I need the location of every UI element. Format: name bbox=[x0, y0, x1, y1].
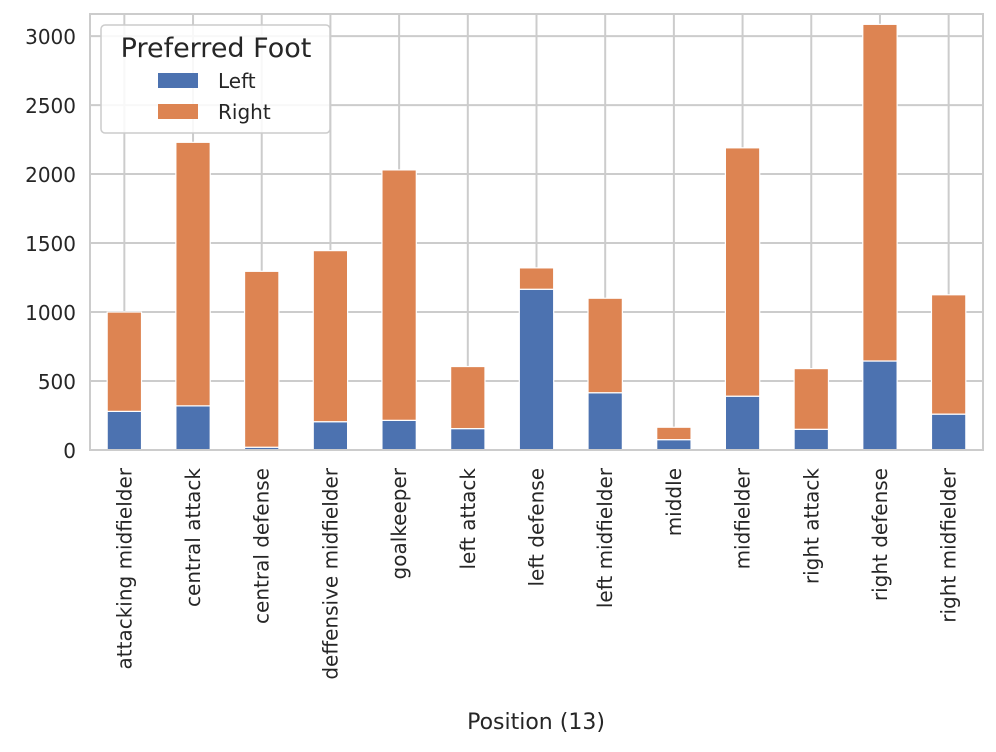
bar-left bbox=[312, 421, 349, 451]
bar-left bbox=[793, 428, 830, 451]
x-tick-label: goalkeeper bbox=[387, 467, 411, 579]
bar-right bbox=[175, 141, 211, 407]
legend-swatch-right bbox=[158, 104, 198, 119]
bar-left bbox=[175, 405, 211, 451]
y-tick-label: 2000 bbox=[25, 163, 76, 187]
bar-left bbox=[450, 428, 486, 451]
y-tick-label: 500 bbox=[38, 370, 76, 394]
x-tick-label: left defense bbox=[525, 468, 549, 587]
bar-left bbox=[518, 288, 555, 451]
legend: Preferred Foot Left Right bbox=[100, 24, 331, 134]
bar-left bbox=[381, 419, 417, 451]
bar-left bbox=[724, 395, 761, 451]
bar-right bbox=[106, 311, 143, 412]
bars bbox=[106, 23, 967, 451]
bar-right bbox=[381, 169, 417, 421]
bar-left bbox=[106, 410, 143, 451]
x-tick-label: right midfielder bbox=[937, 467, 961, 623]
bar-right bbox=[587, 297, 623, 394]
plot-frame bbox=[89, 13, 984, 451]
y-tick-label: 0 bbox=[63, 439, 76, 463]
x-tick-label: right attack bbox=[799, 468, 823, 585]
x-tick-label: central attack bbox=[181, 468, 205, 607]
legend-label-left: Left bbox=[218, 69, 256, 93]
x-tick-label: midfielder bbox=[731, 467, 755, 569]
bar-left bbox=[862, 360, 898, 451]
bar-right bbox=[312, 250, 349, 423]
bar-right bbox=[724, 147, 761, 397]
legend-label-right: Right bbox=[218, 100, 271, 124]
x-tick-label: middle bbox=[662, 468, 686, 536]
legend-swatch-left bbox=[158, 73, 198, 88]
y-tick-label: 1000 bbox=[25, 301, 76, 325]
y-tick-labels: 0 500 1000 1500 2000 2500 3000 bbox=[25, 25, 76, 463]
y-tick-label: 2500 bbox=[25, 94, 76, 118]
y-tick-label: 3000 bbox=[25, 25, 76, 49]
x-tick-label: deffensive midfielder bbox=[318, 467, 342, 679]
bar-right bbox=[518, 267, 555, 290]
x-tick-label: central defense bbox=[250, 468, 274, 624]
x-tick-label: left midfielder bbox=[593, 467, 617, 608]
y-tick-label: 1500 bbox=[25, 232, 76, 256]
bar-left bbox=[656, 439, 692, 451]
bar-right bbox=[243, 270, 280, 448]
x-tick-label: right defense bbox=[868, 468, 892, 601]
x-tick-label: attacking midfielder bbox=[112, 467, 136, 669]
bar-right bbox=[862, 23, 898, 362]
legend-title: Preferred Foot bbox=[121, 33, 312, 64]
x-axis-label: Position (13) bbox=[467, 710, 605, 735]
bar-right bbox=[450, 365, 486, 430]
x-tick-labels: attacking midfielder central attack centra… bbox=[112, 467, 960, 679]
x-tick-label: left attack bbox=[456, 468, 480, 570]
bar-right bbox=[793, 367, 830, 430]
bar-left bbox=[930, 413, 967, 451]
bar-left bbox=[587, 392, 623, 451]
bar-right bbox=[656, 426, 692, 441]
bar-right bbox=[930, 294, 967, 415]
